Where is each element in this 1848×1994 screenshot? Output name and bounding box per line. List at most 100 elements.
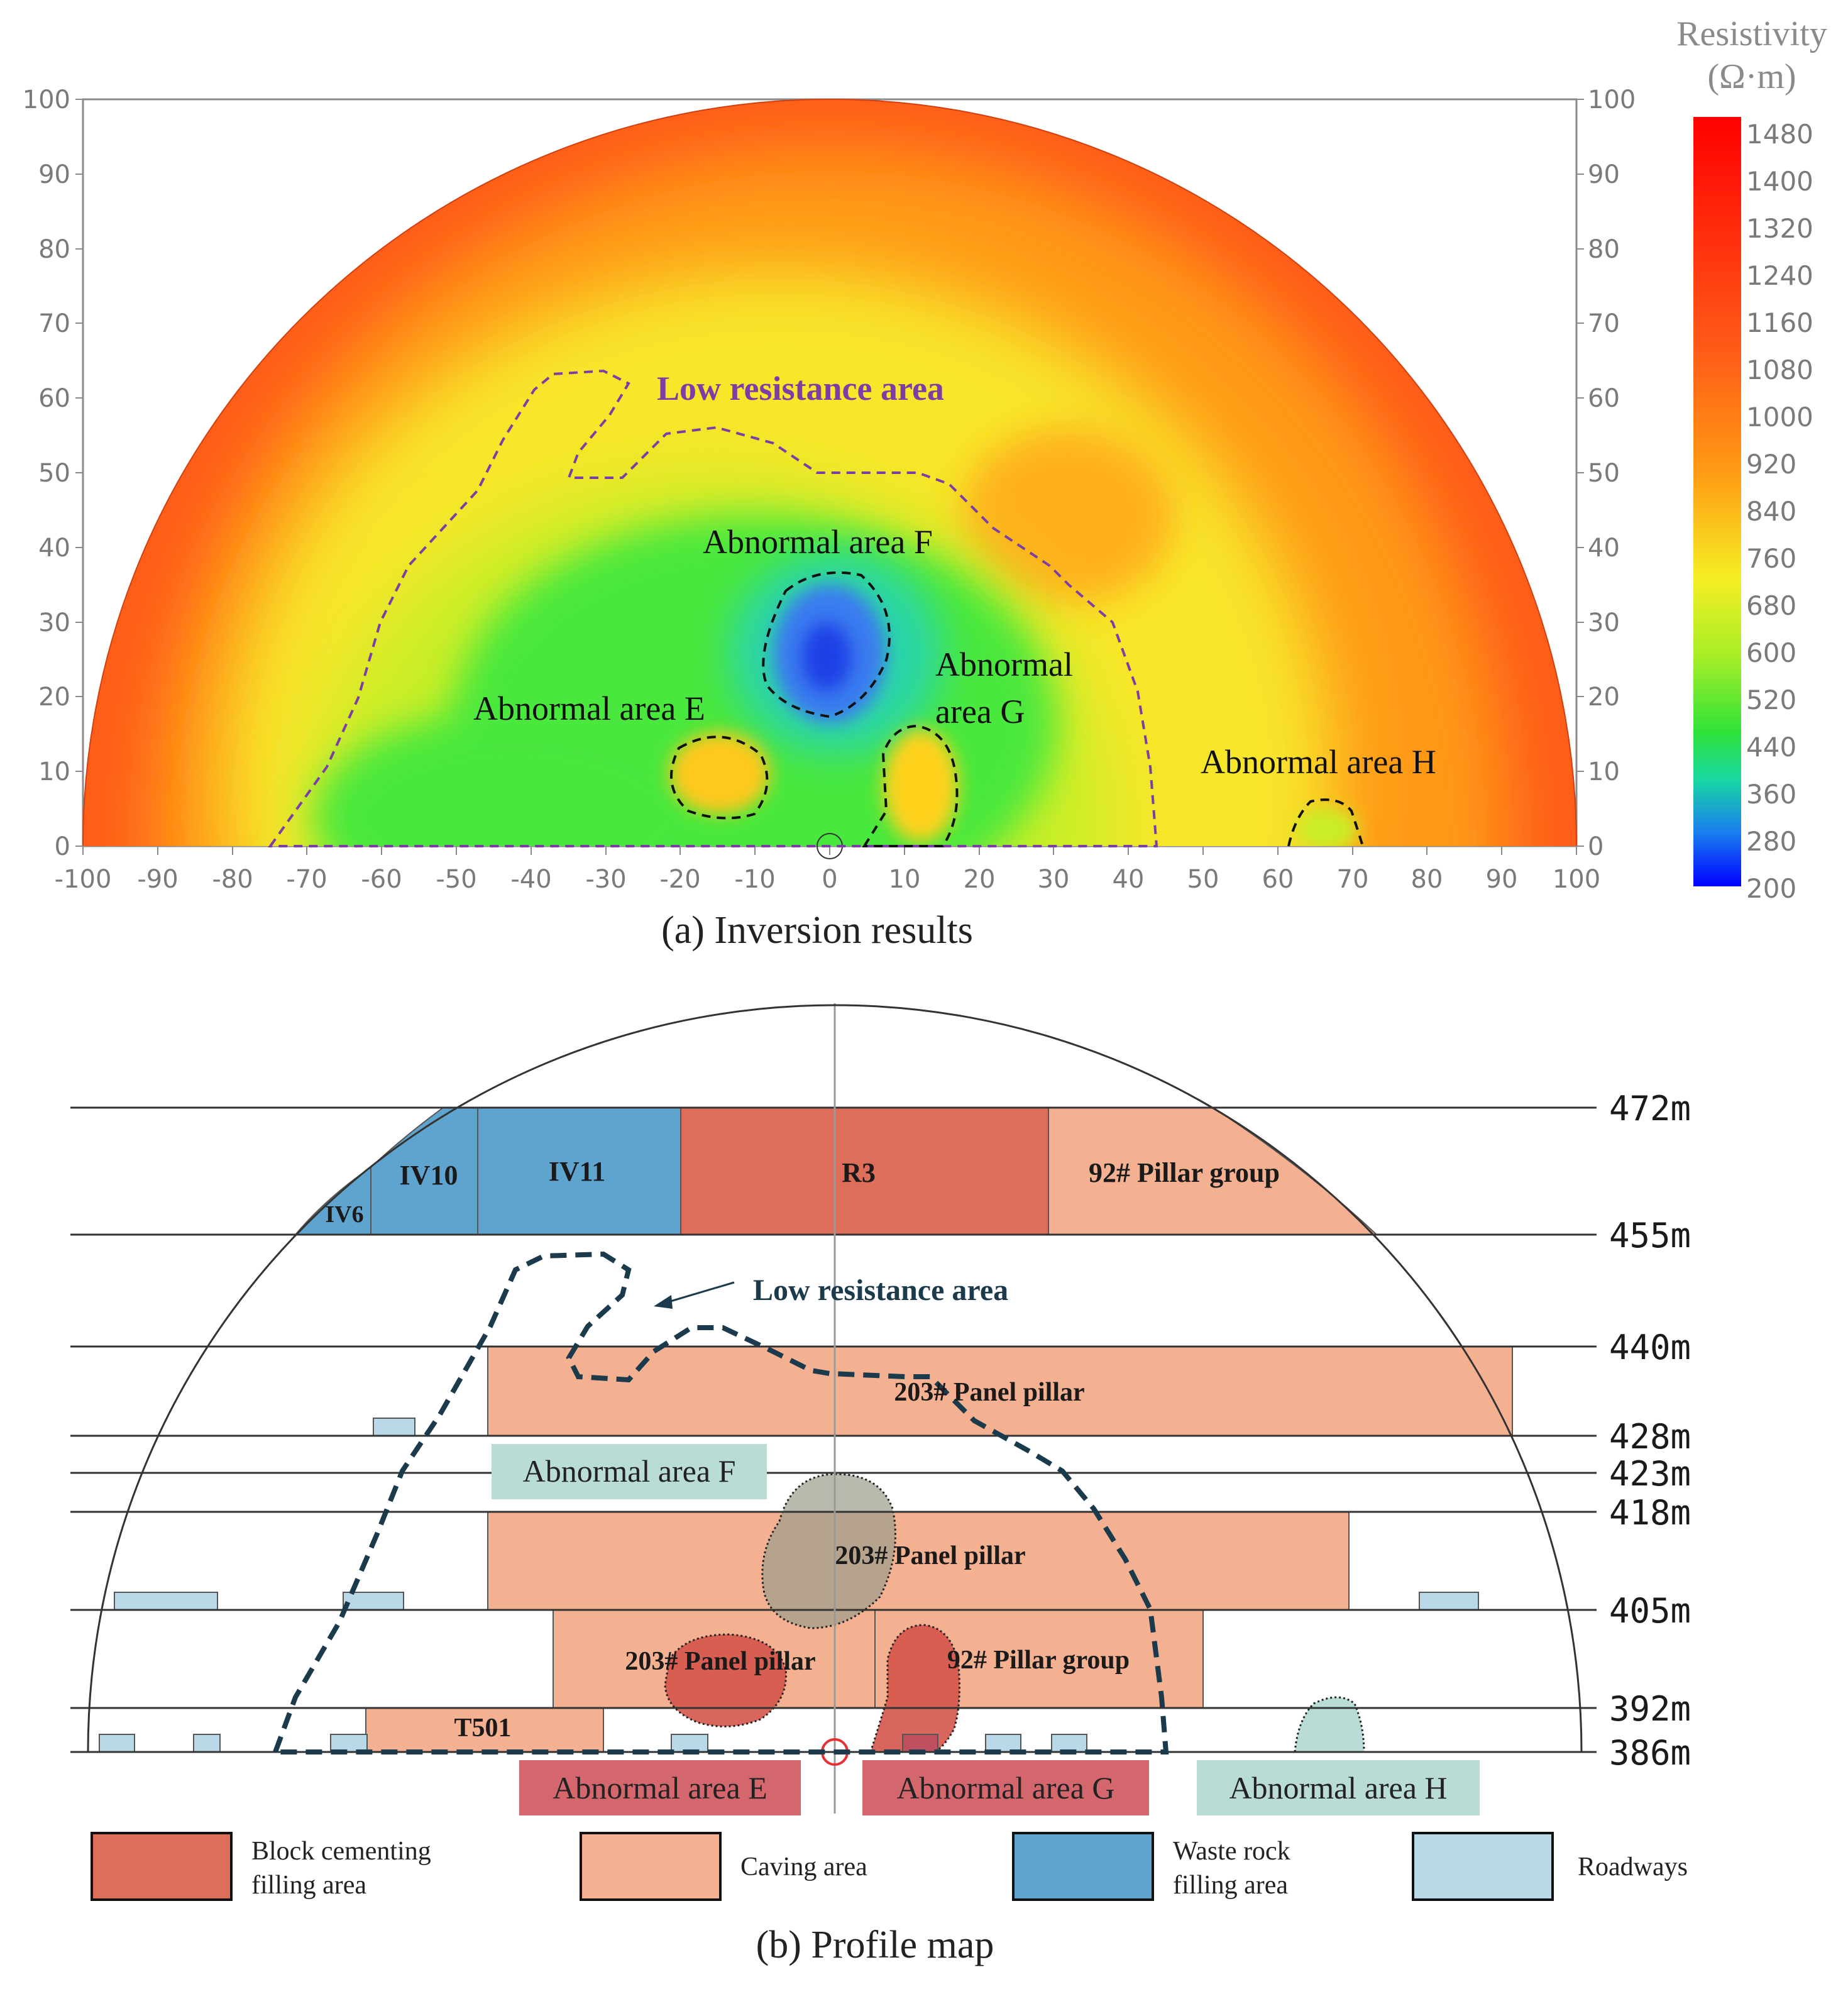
y-tick-right: 60 (1588, 384, 1620, 413)
block-203-panel-pillar-440 (487, 1346, 1513, 1436)
x-tick: 100 (1553, 865, 1600, 894)
block-label-iv6: IV6 (325, 1201, 363, 1228)
top-level-blocks (294, 1107, 1378, 1235)
x-tick: 10 (889, 865, 921, 894)
y-tick-right: 90 (1588, 160, 1620, 189)
legend-label: Caving area (740, 1853, 867, 1881)
block-label-t501: T501 (454, 1714, 511, 1743)
y-tick-left: 70 (38, 309, 70, 338)
abnormal-g-roadway (902, 1734, 938, 1753)
abnormal-g-label: area G (935, 693, 1025, 730)
legend-swatch-block-cementing (91, 1832, 233, 1901)
block-label-203-panel-pillar: 203# Panel pillar (894, 1378, 1084, 1407)
y-tick-left: 10 (38, 757, 70, 786)
colorbar-tick: 600 (1746, 637, 1796, 668)
colorbar-title: Resistivity (1676, 14, 1827, 53)
colorbar-tick: 760 (1746, 543, 1796, 574)
abnormal-g-label: Abnormal area G (896, 1770, 1114, 1805)
level-label: 455m (1609, 1216, 1691, 1255)
y-tick-left: 0 (55, 832, 70, 861)
abnormal-g-label-box (862, 1760, 1149, 1815)
abnormal-g-outline (862, 724, 959, 847)
x-tick: -10 (734, 865, 775, 894)
panel-a-caption: (a) Inversion results (661, 909, 973, 952)
x-tick: -80 (212, 865, 253, 894)
abnormal-h-label: Abnormal area H (1201, 743, 1436, 781)
legend-label: Block cementing (251, 1837, 431, 1866)
roadway (330, 1734, 368, 1753)
abnormal-f-label-box (492, 1444, 767, 1499)
abnormal-f-label: Abnormal area F (703, 523, 933, 561)
colorbar-tick: 440 (1746, 732, 1796, 763)
block-label-92-pillar-group: 92# Pillar group (947, 1646, 1130, 1675)
roadway (343, 1592, 404, 1611)
y-tick-left: 60 (38, 384, 70, 413)
x-tick: 40 (1113, 865, 1145, 894)
x-tick: -50 (436, 865, 476, 894)
legend-label: filling area (1173, 1871, 1288, 1900)
x-tick: 0 (822, 865, 837, 894)
level-label: 428m (1609, 1417, 1691, 1457)
y-tick-right: 0 (1588, 832, 1603, 861)
colorbar-tick: 1320 (1746, 213, 1813, 244)
y-tick-left: 40 (38, 534, 70, 563)
x-tick: 90 (1486, 865, 1518, 894)
x-tick: -30 (585, 865, 626, 894)
abnormal-e-shape (664, 1633, 787, 1727)
y-tick-right: 80 (1588, 235, 1620, 264)
low-resistance-label: Low resistance area (657, 370, 944, 407)
left-axis-ticks (75, 99, 83, 847)
legend-label: Waste rock (1173, 1837, 1290, 1866)
arrow-head-icon (654, 1295, 673, 1309)
x-tick: 50 (1187, 865, 1219, 894)
y-tick-left: 100 (23, 85, 70, 114)
panel-b-caption: (b) Profile map (756, 1924, 994, 1966)
abnormal-e-label-box (519, 1760, 801, 1815)
abnormal-e-label: Abnormal area E (473, 690, 705, 727)
legend-label: filling area (251, 1871, 366, 1900)
roadway (99, 1734, 135, 1753)
x-tick: -60 (361, 865, 402, 894)
y-tick-left: 50 (38, 459, 70, 488)
level-label: 405m (1609, 1591, 1691, 1631)
x-tick: -70 (286, 865, 327, 894)
colorbar-tick: 840 (1746, 496, 1796, 527)
y-tick-left: 30 (38, 609, 70, 637)
legend-swatch-roadways (1412, 1832, 1554, 1901)
level-label: 423m (1609, 1454, 1691, 1494)
low-resistance-arrow (666, 1281, 735, 1304)
x-tick: 60 (1262, 865, 1294, 894)
block-label-203-panel-pillar: 203# Panel pillar (625, 1647, 815, 1676)
abnormal-e-outline (670, 735, 769, 820)
colorbar-tick: 360 (1746, 779, 1796, 810)
x-tick: 70 (1337, 865, 1369, 894)
semicircle-boundary (82, 99, 1577, 847)
y-tick-left: 20 (38, 683, 70, 712)
level-label: 418m (1609, 1493, 1691, 1533)
colorbar: Resistivity (Ω·m) 1480 1400 1320 1240 11… (1676, 14, 1827, 904)
profile-arc (87, 1004, 1583, 1753)
low-resistance-outline (272, 1251, 1169, 1754)
level-label: 472m (1609, 1089, 1691, 1128)
colorbar-tick: 1080 (1746, 355, 1813, 385)
colorbar-unit: (Ω·m) (1707, 57, 1796, 96)
abnormal-e-label: Abnormal area E (553, 1770, 767, 1805)
block-label-r3: R3 (842, 1157, 876, 1188)
level-label: 392m (1609, 1689, 1691, 1729)
colorbar-tick: 200 (1746, 873, 1796, 904)
colorbar-tick: 680 (1746, 590, 1796, 621)
roadway (671, 1734, 708, 1753)
roadway (373, 1418, 415, 1436)
y-tick-right: 40 (1588, 534, 1620, 563)
right-axis-ticks (1576, 99, 1584, 847)
x-tick: 80 (1411, 865, 1443, 894)
roadway (1419, 1592, 1479, 1611)
block-r3 (680, 1107, 1049, 1235)
y-tick-right: 10 (1588, 757, 1620, 786)
block-label-iv11: IV11 (549, 1156, 605, 1187)
colorbar-tick: 1480 (1746, 119, 1813, 150)
y-tick-right: 30 (1588, 609, 1620, 637)
x-tick: 20 (964, 865, 996, 894)
legend-label: Roadways (1578, 1853, 1688, 1881)
